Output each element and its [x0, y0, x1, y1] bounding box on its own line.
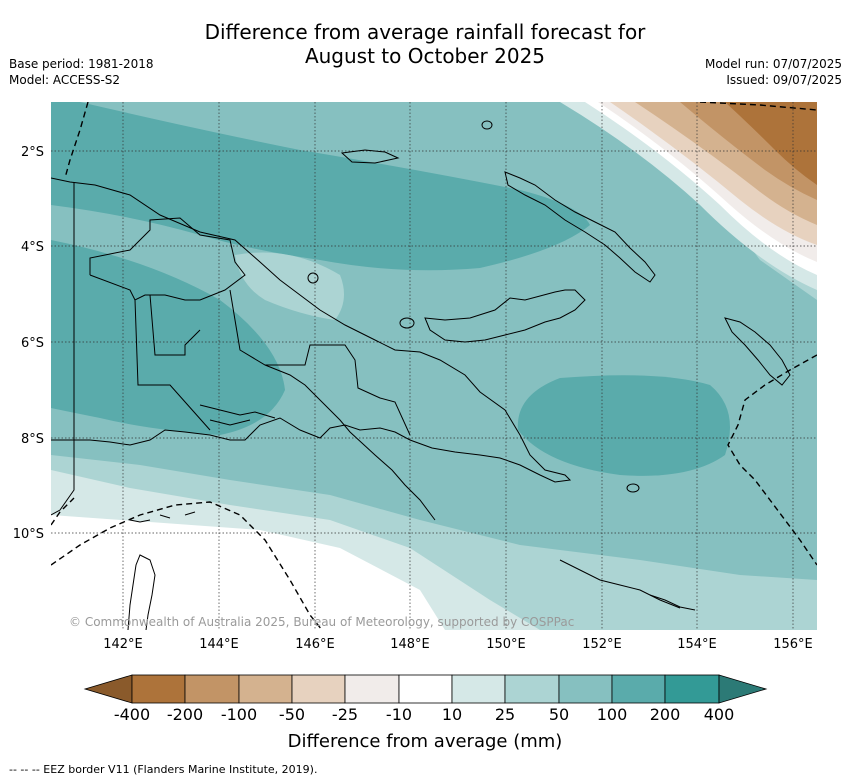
colorbar-segment — [664, 674, 720, 704]
meta-right: Model run: 07/07/2025 Issued: 09/07/2025 — [705, 56, 842, 88]
title-line-2: August to October 2025 — [304, 44, 546, 68]
cape-york-coast — [127, 554, 156, 630]
copyright-text: © Commonwealth of Australia 2025, Bureau… — [69, 615, 574, 629]
lat-label: 2°S — [21, 145, 44, 160]
colorbar-segment — [184, 674, 240, 704]
colorbar — [83, 674, 768, 704]
lon-label: 148°E — [390, 637, 430, 652]
colorbar-label: 400 — [704, 705, 735, 724]
colorbar-label: 25 — [495, 705, 515, 724]
lon-label: 154°E — [677, 637, 717, 652]
png-indonesia-border — [51, 182, 75, 516]
louisiade-islands — [649, 594, 696, 611]
lon-label: 152°E — [582, 637, 622, 652]
colorbar-segment — [291, 674, 346, 704]
latitude-labels: 2°S 4°S 6°S 8°S 10°S — [13, 145, 44, 542]
model-run: Model run: 07/07/2025 — [704, 57, 842, 71]
colorbar-segment — [238, 674, 293, 704]
band-100-200-north — [51, 102, 590, 271]
colorbar-segment — [451, 674, 506, 704]
torres-strait-islands — [129, 511, 196, 523]
colorbar-label: 10 — [442, 705, 462, 724]
new-britain-coast — [424, 289, 586, 343]
colorbar-segment — [504, 674, 560, 704]
lon-label: 146°E — [295, 637, 335, 652]
colorbar-extend-low — [83, 674, 133, 704]
island — [626, 483, 640, 493]
manus-coast — [340, 149, 400, 164]
colorbar-label: -10 — [386, 705, 412, 724]
lon-label: 150°E — [486, 637, 526, 652]
colorbar-label: -50 — [279, 705, 305, 724]
band-25-50-inner — [235, 252, 344, 320]
colorbar-label: -400 — [114, 705, 150, 724]
d-entrecasteaux-islands — [559, 559, 681, 609]
island — [399, 317, 415, 329]
colorbar-label: 50 — [549, 705, 569, 724]
lat-label: 8°S — [21, 432, 44, 447]
province-borders — [89, 217, 436, 521]
island — [481, 120, 493, 130]
colorbar-label: -25 — [332, 705, 358, 724]
colorbar-segment — [558, 674, 613, 704]
gridlines — [51, 102, 817, 630]
colorbar-extend-high — [718, 674, 768, 704]
lon-label: 142°E — [103, 637, 143, 652]
island — [307, 272, 319, 284]
colorbar-segment — [131, 674, 186, 704]
longitude-labels: 142°E 144°E 146°E 148°E 150°E 152°E 154°… — [103, 637, 813, 652]
lat-label: 10°S — [13, 527, 44, 542]
colorbar-label: 200 — [650, 705, 681, 724]
colorbar-title: Difference from average (mm) — [288, 731, 563, 752]
colorbar-segment — [344, 674, 400, 704]
lat-label: 6°S — [21, 336, 44, 351]
colorbar-segment — [398, 674, 453, 704]
map-area: © Commonwealth of Australia 2025, Bureau… — [51, 102, 817, 630]
band-neg400-neg200 — [725, 102, 817, 185]
bougainville-coast — [724, 317, 791, 386]
new-guinea-coast — [51, 177, 572, 483]
gulf-of-papua-coast — [199, 404, 276, 426]
colorbar-label: -200 — [167, 705, 203, 724]
colorbar-label: 100 — [597, 705, 628, 724]
base-period: Base period: 1981-2018 — [9, 57, 154, 71]
colorbar-labels: -400 -200 -100 -50 -25 -10 10 25 50 100 … — [114, 705, 734, 724]
lon-label: 144°E — [199, 637, 239, 652]
band-neutral-south — [51, 515, 445, 630]
model-name: Model: ACCESS-S2 — [9, 73, 121, 87]
meta-left: Base period: 1981-2018 Model: ACCESS-S2 — [9, 56, 154, 88]
lon-label: 156°E — [773, 637, 813, 652]
coastlines — [51, 120, 791, 630]
eez-borders — [51, 102, 817, 630]
new-ireland-coast — [504, 171, 656, 283]
colorbar-label: -100 — [221, 705, 257, 724]
band-100-200-east — [517, 375, 730, 476]
title-line-1: Difference from average rainfall forecas… — [204, 20, 646, 44]
band-100-200-west — [51, 240, 285, 435]
issued-date: Issued: 09/07/2025 — [726, 73, 842, 87]
eez-footnote: -- -- -- EEZ border V11 (Flanders Marine… — [9, 763, 318, 776]
colorbar-segment — [611, 674, 666, 704]
lat-label: 4°S — [21, 240, 44, 255]
map-title: Difference from average rainfall forecas… — [0, 20, 850, 68]
